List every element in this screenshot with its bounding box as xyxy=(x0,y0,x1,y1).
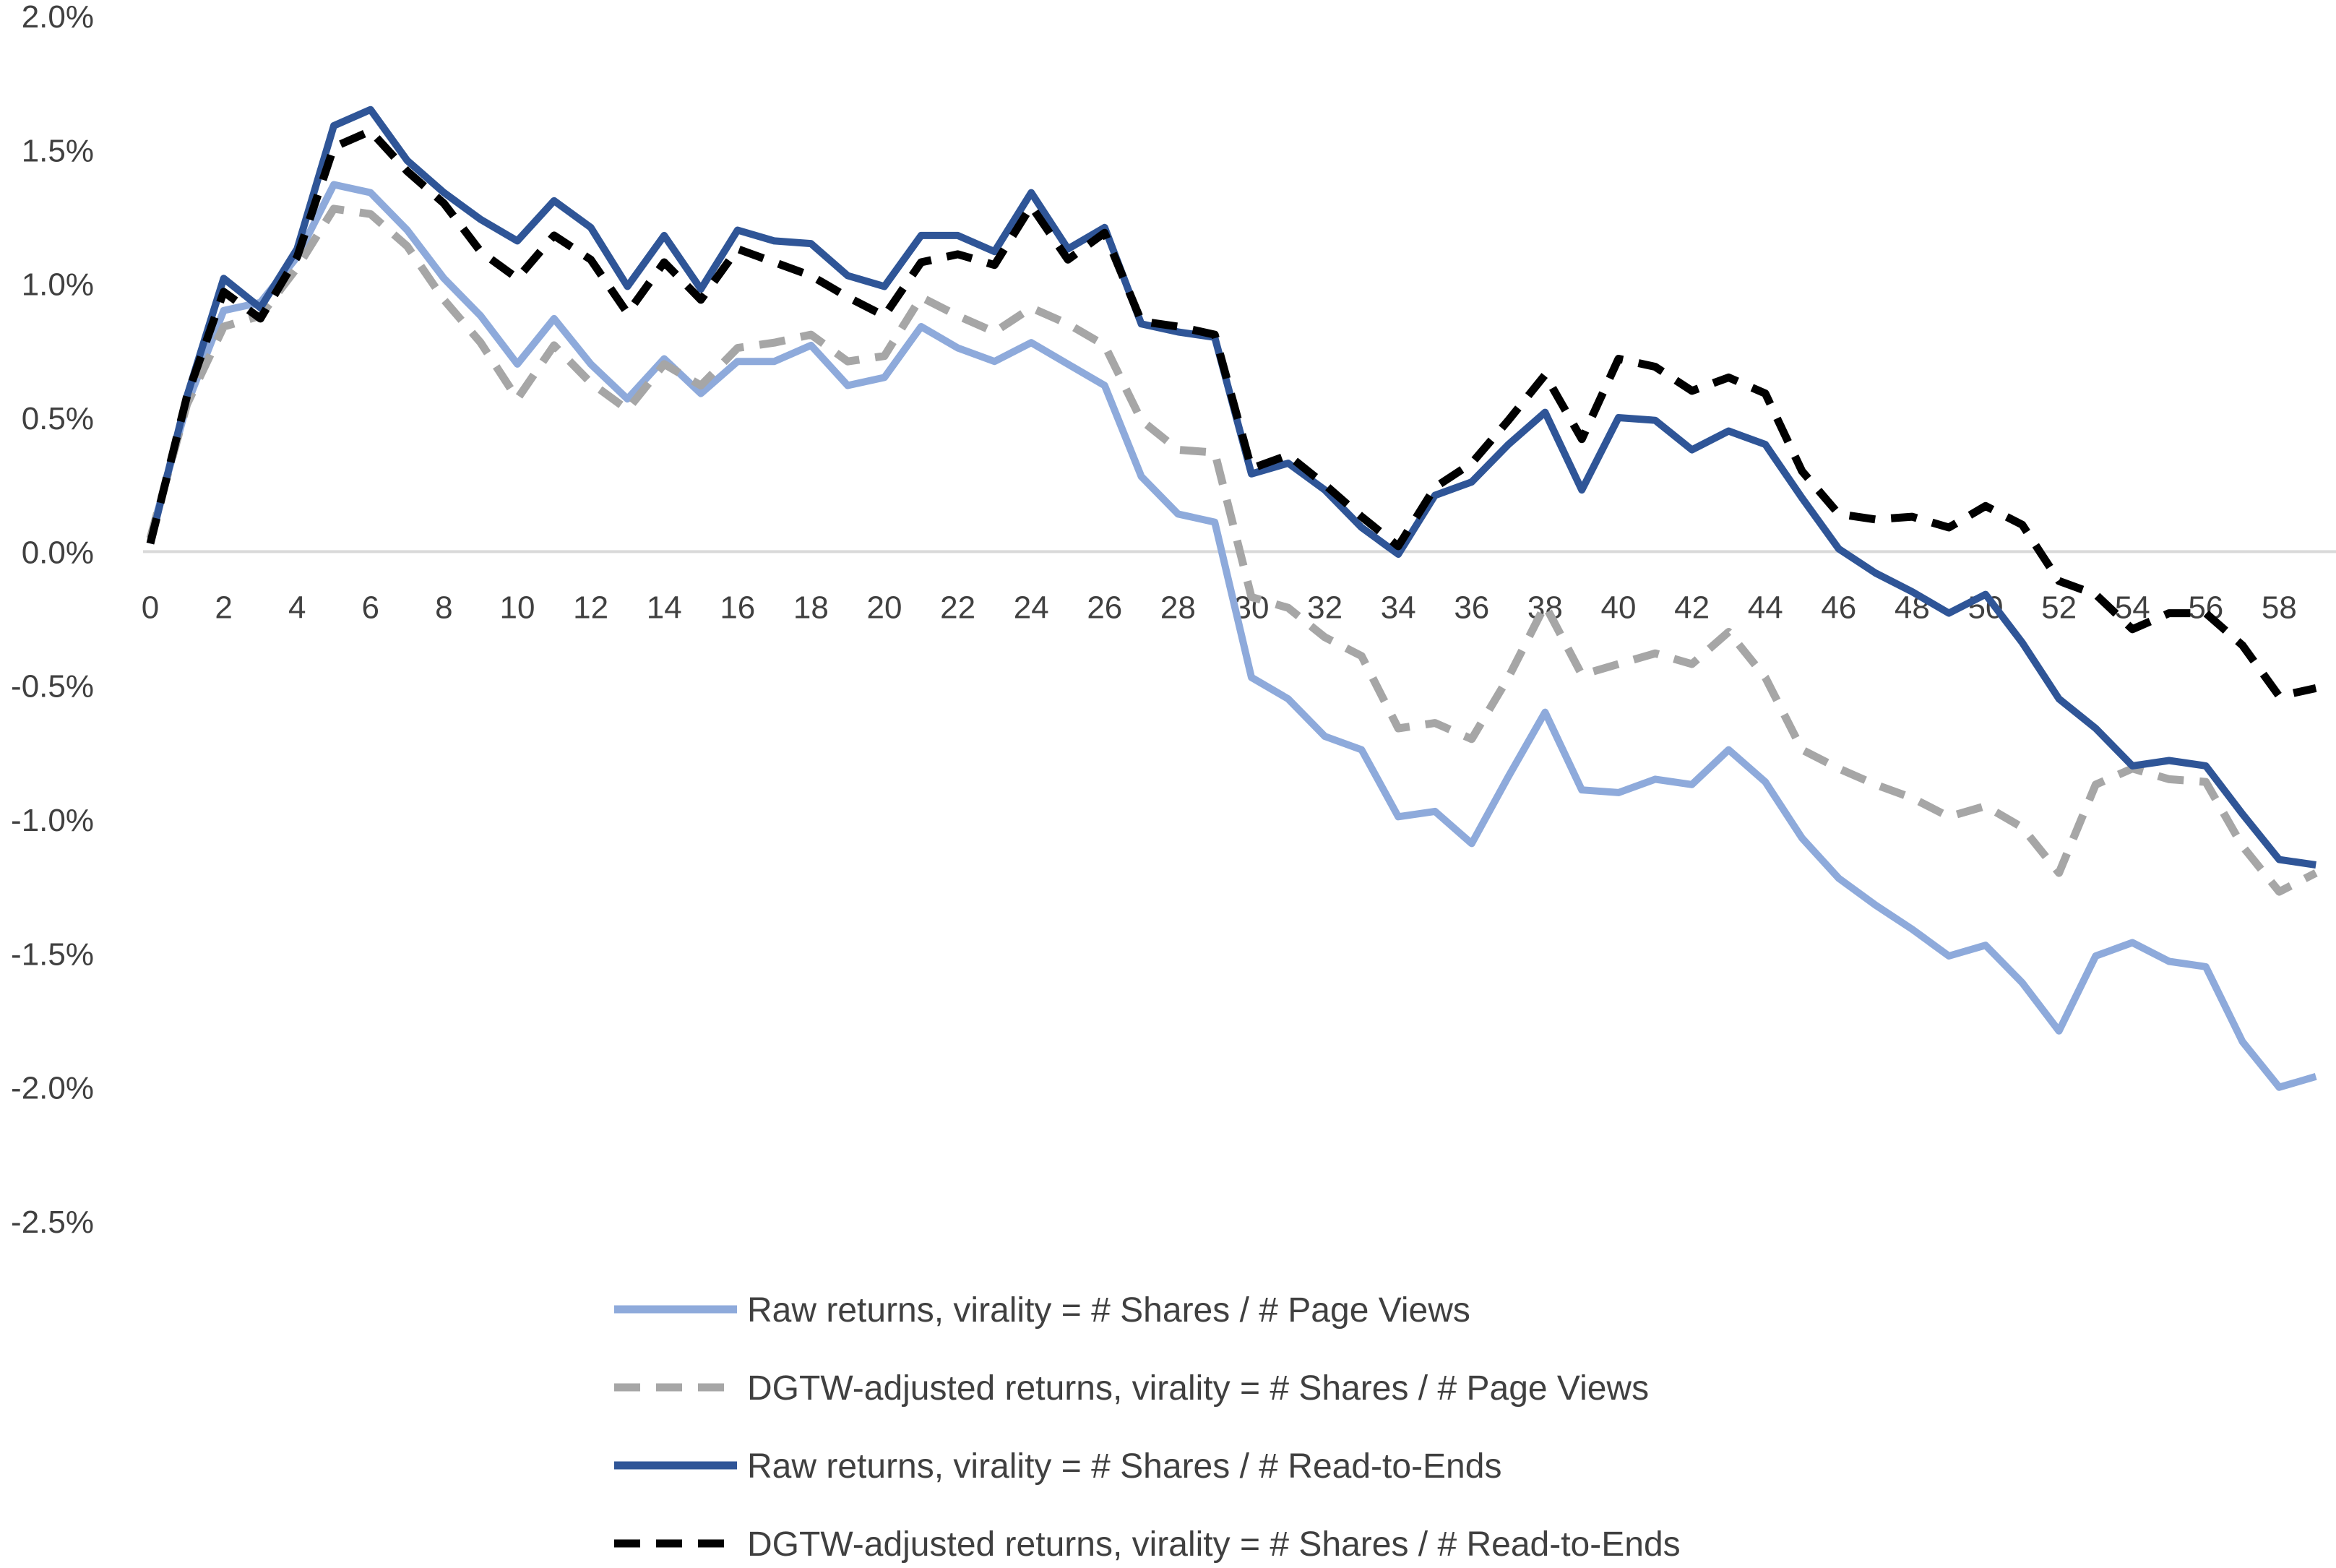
y-tick-label: -1.5% xyxy=(11,936,94,972)
x-tick-label: 12 xyxy=(573,590,608,625)
x-tick-label: 22 xyxy=(940,590,975,625)
x-tick-label: 16 xyxy=(720,590,755,625)
legend-label: Raw returns, virality = # Shares / # Rea… xyxy=(747,1447,1501,1486)
x-tick-label: 52 xyxy=(2041,590,2077,625)
x-tick-label: 58 xyxy=(2262,590,2297,625)
legend-entry: Raw returns, virality = # Shares / # Rea… xyxy=(614,1447,1501,1486)
x-tick-label: 20 xyxy=(867,590,902,625)
legend-label: DGTW-adjusted returns, virality = # Shar… xyxy=(747,1369,1649,1408)
y-tick-label: 2.0% xyxy=(22,0,94,35)
x-tick-label: 32 xyxy=(1307,590,1342,625)
series-line-3 xyxy=(147,105,2316,869)
x-tick-label: 6 xyxy=(362,590,379,625)
x-tick-label: 36 xyxy=(1454,590,1489,625)
x-tick-label: 40 xyxy=(1601,590,1637,625)
y-tick-label: -0.5% xyxy=(11,669,94,705)
x-tick-label: 4 xyxy=(288,590,306,625)
x-tick-label: 34 xyxy=(1381,590,1416,625)
series-line-2 xyxy=(146,204,2318,896)
x-tick-label: 24 xyxy=(1014,590,1049,625)
x-tick-label: 0 xyxy=(142,590,159,625)
legend-entry: Raw returns, virality = # Shares / # Pag… xyxy=(614,1291,1470,1330)
x-axis-ticks: 0 2 4 6 8 10 12 14 16 18 20 22 24 26 28 30 32 34 36 38 40 42 4… xyxy=(142,590,2297,625)
y-tick-label: -1.0% xyxy=(11,803,94,838)
x-tick-label: 18 xyxy=(793,590,829,625)
x-tick-label: 14 xyxy=(647,590,682,625)
y-tick-label: -2.0% xyxy=(11,1071,94,1106)
y-tick-label: 1.0% xyxy=(22,267,94,303)
x-tick-label: 42 xyxy=(1674,590,1710,625)
x-tick-label: 28 xyxy=(1160,590,1196,625)
legend-label: DGTW-adjusted returns, virality = # Shar… xyxy=(747,1525,1681,1564)
y-tick-label: -2.5% xyxy=(11,1205,94,1240)
legend-entry: DGTW-adjusted returns, virality = # Shar… xyxy=(614,1525,1681,1564)
x-tick-label: 44 xyxy=(1748,590,1783,625)
x-tick-label: 10 xyxy=(500,590,535,625)
legend: Raw returns, virality = # Shares / # Pag… xyxy=(614,1291,1681,1564)
series-line-4 xyxy=(146,126,2317,700)
series-line-1 xyxy=(147,181,2317,1091)
y-axis-ticks: 2.0% 1.5% 1.0% 0.5% 0.0% -0.5% -1.0% -1.5% -2.0%… xyxy=(11,0,94,1240)
x-tick-label: 8 xyxy=(435,590,452,625)
series-lines xyxy=(146,105,2318,1091)
legend-label: Raw returns, virality = # Shares / # Pag… xyxy=(747,1291,1470,1330)
x-tick-label: 54 xyxy=(2115,590,2150,625)
x-tick-label: 38 xyxy=(1527,590,1563,625)
x-tick-label: 2 xyxy=(215,590,232,625)
x-tick-label: 26 xyxy=(1087,590,1122,625)
y-tick-label: 0.5% xyxy=(22,401,94,436)
y-tick-label: 1.5% xyxy=(22,133,94,168)
y-tick-label: 0.0% xyxy=(22,535,94,570)
x-tick-label: 46 xyxy=(1821,590,1856,625)
legend-entry: DGTW-adjusted returns, virality = # Shar… xyxy=(614,1369,1649,1408)
